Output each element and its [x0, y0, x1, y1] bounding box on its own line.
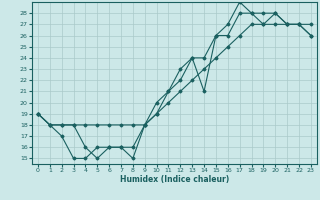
X-axis label: Humidex (Indice chaleur): Humidex (Indice chaleur): [120, 175, 229, 184]
